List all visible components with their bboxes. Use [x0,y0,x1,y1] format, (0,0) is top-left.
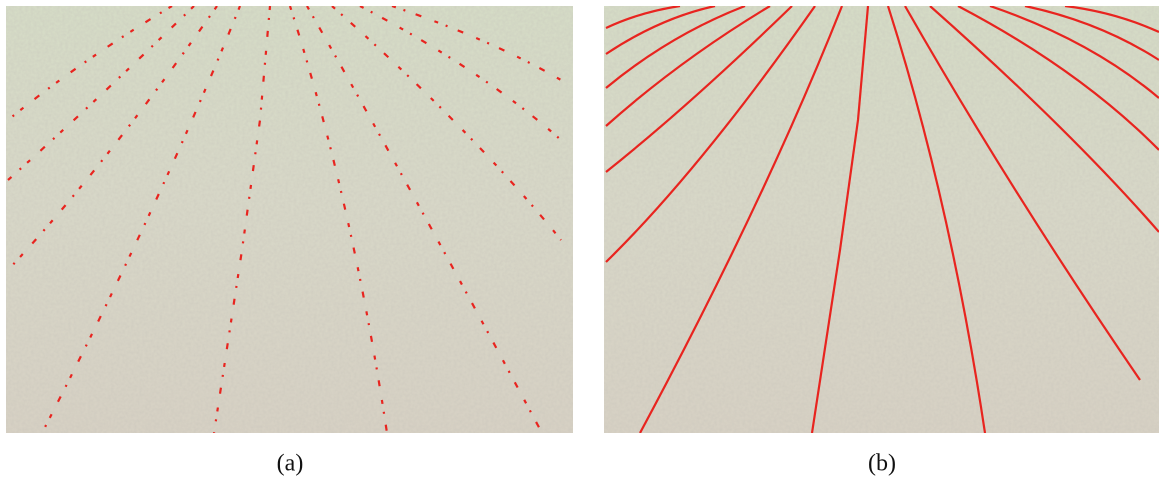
row-line [605,6,793,173]
row-points [7,6,173,121]
panel-caption: (a) [277,451,304,477]
panel-caption: (b) [868,451,896,477]
row-points [331,6,562,241]
row-line [605,6,746,89]
row-points [7,6,195,181]
row-line [639,6,844,433]
panel-a [6,6,573,433]
row-line [957,6,1159,151]
row-points [41,6,242,433]
row-points [7,6,218,271]
row-line [904,6,1141,381]
row-line [886,6,987,433]
row-points [391,6,562,81]
field-image [604,6,1159,433]
row-lines [605,6,1159,433]
row-line [810,6,870,433]
row-points [212,6,272,433]
row-line [929,6,1159,233]
row-line [1024,6,1159,61]
row-line [605,6,816,263]
row-line [989,6,1159,99]
row-line [1064,6,1159,34]
row-line [605,6,716,55]
row-line [605,6,771,127]
row-points [306,6,543,433]
row-line [605,6,681,29]
field-image [6,6,573,433]
panel-b [604,6,1159,433]
row-detections [7,6,562,433]
